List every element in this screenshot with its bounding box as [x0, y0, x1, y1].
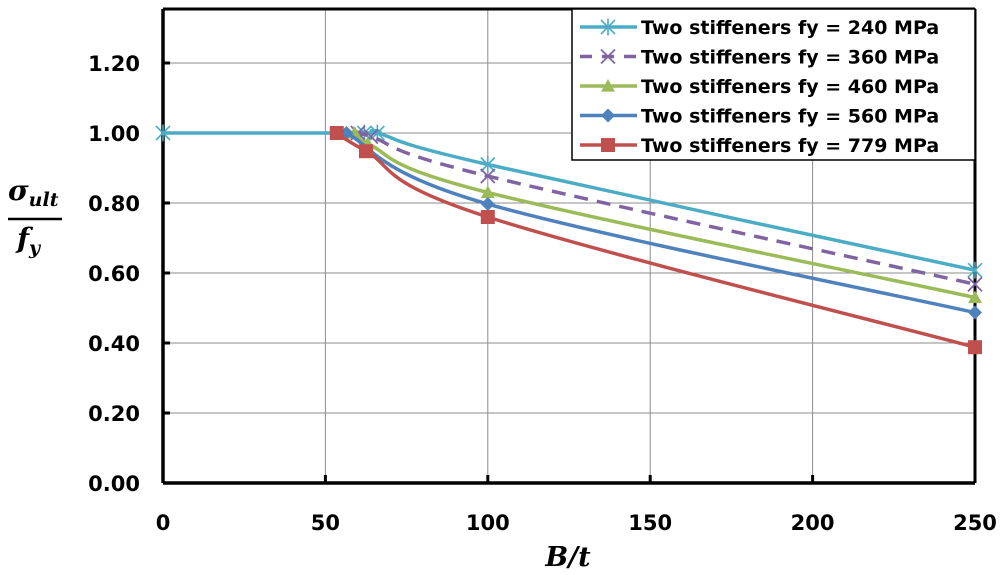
x-tick-label: 100 — [466, 511, 510, 535]
y-axis-title-numerator: σ — [8, 174, 29, 207]
legend-label: Two stiffeners fy = 240 MPa — [641, 17, 939, 39]
legend-label: Two stiffeners fy = 560 MPa — [641, 106, 939, 128]
y-tick-label: 1.00 — [88, 122, 140, 146]
legend-item: Two stiffeners fy = 240 MPa — [580, 17, 939, 39]
x-marker — [967, 276, 983, 292]
y-tick-label: 0.80 — [88, 192, 140, 216]
y-axis-title-numerator-sub: ult — [29, 189, 59, 211]
square-marker — [359, 144, 373, 159]
series-5 — [329, 126, 982, 355]
x-tick-label: 0 — [156, 511, 171, 535]
diamond-marker — [480, 197, 495, 212]
triangle-marker — [480, 185, 495, 199]
legend-item: Two stiffeners fy = 460 MPa — [580, 76, 939, 98]
legend-item: Two stiffeners fy = 560 MPa — [580, 106, 939, 128]
tick-labels: 0.00 0.20 0.40 0.60 0.80 1.00 1.20 0 50 100 150 200… — [88, 52, 997, 535]
triangle-marker — [968, 290, 982, 304]
y-axis-title: σult fy — [8, 174, 62, 259]
y-tick-label: 1.20 — [88, 52, 140, 76]
diamond-marker — [968, 305, 982, 320]
x-tick-label: 50 — [311, 511, 340, 535]
svg-text:fy: fy — [15, 222, 42, 259]
legend: Two stiffeners fy = 240 MPa Two stiffener… — [571, 8, 976, 161]
y-axis-title-denominator-sub: y — [28, 237, 42, 259]
series-layer — [155, 124, 983, 355]
svg-text:σult: σult — [8, 174, 59, 211]
square-marker — [329, 126, 344, 140]
x-marker — [480, 168, 496, 184]
square-marker — [480, 210, 495, 224]
diamond-marker — [601, 108, 615, 123]
asterisk-marker — [600, 18, 616, 36]
series-line — [163, 128, 976, 272]
x-marker — [600, 48, 616, 65]
legend-box — [571, 8, 976, 161]
square-marker — [601, 138, 615, 152]
x-marker-stroke — [967, 276, 983, 292]
legend-label: Two stiffeners fy = 360 MPa — [641, 47, 939, 69]
x-tick-label: 150 — [628, 511, 672, 535]
x-axis-title: B/t — [544, 542, 591, 573]
triangle-marker — [601, 79, 615, 92]
legend-label: Two stiffeners fy = 779 MPa — [641, 135, 939, 157]
legend-item: Two stiffeners fy = 360 MPa — [580, 47, 939, 69]
x-tick-label: 200 — [791, 511, 835, 535]
y-tick-label: 0.60 — [88, 262, 140, 286]
square-marker — [968, 340, 982, 355]
asterisk-marker — [155, 124, 171, 142]
asterisk-marker — [480, 156, 496, 173]
y-tick-label: 0.20 — [88, 402, 140, 426]
x-marker-stroke — [600, 48, 616, 65]
x-tick-label: 250 — [953, 511, 997, 535]
legend-item: Two stiffeners fy = 779 MPa — [580, 135, 939, 157]
legend-label: Two stiffeners fy = 460 MPa — [641, 76, 939, 98]
x-marker-stroke — [480, 168, 496, 184]
y-tick-label: 0.00 — [88, 472, 140, 496]
series-1 — [155, 124, 983, 279]
series-line — [335, 131, 976, 349]
series-line — [345, 131, 976, 315]
y-tick-label: 0.40 — [88, 332, 140, 356]
asterisk-marker — [967, 261, 983, 279]
